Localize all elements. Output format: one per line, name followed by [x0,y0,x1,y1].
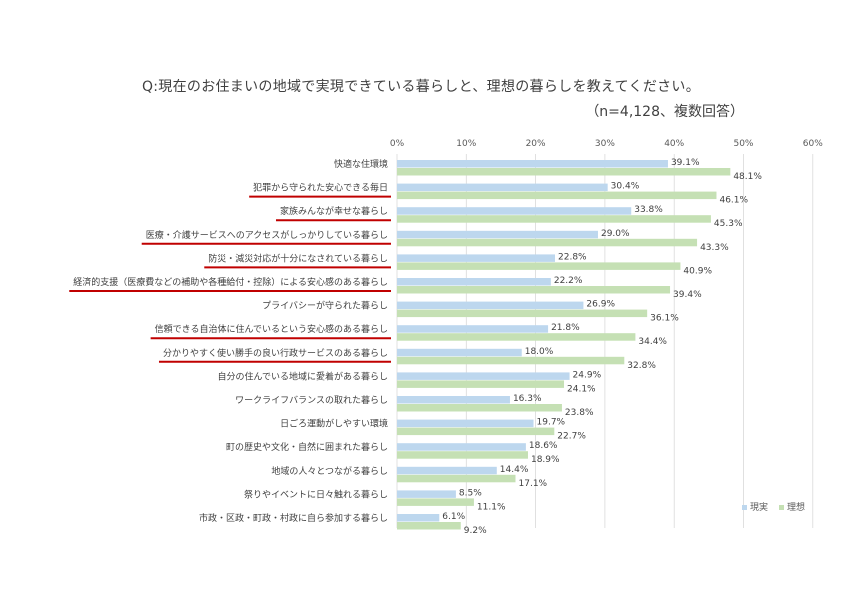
x-tick-label: 10% [456,139,476,149]
x-tick-label: 40% [664,139,684,149]
category-label: 経済的支援（医療費などの補助や各種給付・控除）による安心感のある暮らし [73,276,388,288]
category-label: 市政・区政・町政・村政に自ら参加する暮らし [199,512,388,524]
data-label-riso: 24.1% [567,384,596,394]
data-label-riso: 34.4% [638,337,667,347]
legend-label-riso: 理想 [787,501,805,513]
data-label-genjitsu: 18.0% [525,347,554,357]
data-label-genjitsu: 33.8% [634,205,663,215]
bar-riso [397,262,681,270]
bar-genjitsu [397,160,668,168]
category-label: ワークライフバランスの取れた暮らし [235,394,388,406]
data-label-riso: 18.9% [531,455,560,465]
category-label: 信頼できる自治体に住んでいるという安心感のある暮らし [155,323,388,335]
data-label-genjitsu: 24.9% [573,370,602,380]
data-label-riso: 22.7% [557,432,586,442]
bar-genjitsu [397,301,584,310]
bar-genjitsu [397,466,497,475]
data-label-riso: 23.8% [565,408,594,418]
legend-swatch-riso [779,505,784,510]
data-label-riso: 11.1% [477,502,506,512]
category-label: 家族みんなが幸せな暮らし [280,205,388,217]
category-label: 犯罪から守られた安心できる毎日 [253,182,388,194]
category-label: 医療・介護サービスへのアクセスがしっかりしている暮らし [146,229,388,241]
category-label: 日ごろ運動がしやすい環境 [280,418,388,430]
bar-genjitsu [397,514,440,522]
data-label-genjitsu: 18.6% [529,441,558,451]
data-label-riso: 36.1% [650,314,679,324]
data-label-genjitsu: 30.4% [611,182,640,192]
data-label-riso: 45.3% [714,219,743,229]
data-label-genjitsu: 39.1% [671,158,700,168]
category-label: 地域の人々とつながる暮らし [271,465,388,477]
data-label-riso: 40.9% [683,266,712,276]
data-label-riso: 17.1% [519,479,548,489]
bar-genjitsu [397,443,526,451]
bar-riso [397,286,671,294]
data-label-genjitsu: 26.9% [586,300,615,310]
bar-riso [397,380,565,388]
bar-riso [397,215,711,223]
category-label: 快適な住環境 [334,158,388,170]
bar-genjitsu [397,230,598,239]
bar-genjitsu [397,419,534,428]
data-label-genjitsu: 14.4% [500,465,529,475]
bar-genjitsu [397,372,570,380]
data-label-genjitsu: 22.2% [554,276,583,286]
data-label-genjitsu: 21.8% [551,323,580,333]
category-label: 祭りやイベントに日々触れる暮らし [244,488,388,500]
bar-riso [397,191,717,200]
data-label-riso: 48.1% [733,172,762,182]
bar-riso [397,498,474,506]
bar-genjitsu [397,490,456,498]
legend-label-genjitsu: 現実 [750,501,768,513]
bar-genjitsu [397,396,510,404]
legend-swatch-genjitsu [742,505,747,510]
bar-riso [397,451,528,459]
category-label: 分かりやすく使い勝手の良い行政サービスのある暮らし [163,347,388,359]
data-label-genjitsu: 8.5% [459,488,482,498]
bar-genjitsu [397,207,632,215]
bar-genjitsu [397,183,608,192]
bar-riso [397,168,731,176]
data-label-genjitsu: 6.1% [442,512,465,522]
data-label-riso: 32.8% [627,361,656,371]
x-tick-label: 60% [803,139,823,149]
data-label-genjitsu: 19.7% [537,418,566,428]
x-tick-label: 30% [595,139,615,149]
category-label: 防災・減災対応が十分になされている暮らし [208,252,388,264]
data-label-riso: 43.3% [700,243,729,253]
bar-riso [397,238,698,247]
bar-riso [397,427,555,436]
data-label-genjitsu: 16.3% [513,394,542,404]
bar-riso [397,333,636,341]
bar-riso [397,309,648,318]
bar-riso [397,356,625,365]
bar-genjitsu [397,348,522,357]
bar-genjitsu [397,325,549,333]
data-label-riso: 46.1% [719,196,748,206]
category-label: 町の歴史や文化・自然に囲まれた暮らし [226,441,388,453]
x-tick-label: 20% [526,139,546,149]
bar-genjitsu [397,278,551,286]
bar-riso [397,404,562,412]
x-tick-label: 50% [733,139,753,149]
category-labels: 快適な住環境犯罪から守られた安心できる毎日家族みんなが幸せな暮らし医療・介護サー… [69,158,391,524]
chart-subtitle: （n=4,128、複数回答） [585,104,744,120]
data-label-genjitsu: 22.8% [558,252,587,262]
category-label: プライバシーが守られた暮らし [262,300,388,312]
bar-genjitsu [397,254,556,262]
bars [397,160,731,530]
chart-title: Q:現在のお住まいの地域で実現できている暮らしと、理想の暮らしを教えてください。 [141,79,701,95]
data-label-riso: 39.4% [673,290,702,300]
bar-riso [397,474,516,483]
data-labels: 39.1% 48.1% 30.4% 46.1% 33.8% 45.3% 29.0% 43.3%… [442,158,762,536]
bar-riso [397,522,461,530]
x-tick-label: 0% [390,139,405,149]
x-tick-labels: 0% 10% 20% 30% 40% 50% 60% [390,139,823,149]
legend: 現実 理想 [742,501,805,513]
category-label: 自分の住んでいる地域に愛着がある暮らし [217,370,388,382]
data-label-riso: 9.2% [464,526,487,536]
data-label-genjitsu: 29.0% [601,229,630,239]
